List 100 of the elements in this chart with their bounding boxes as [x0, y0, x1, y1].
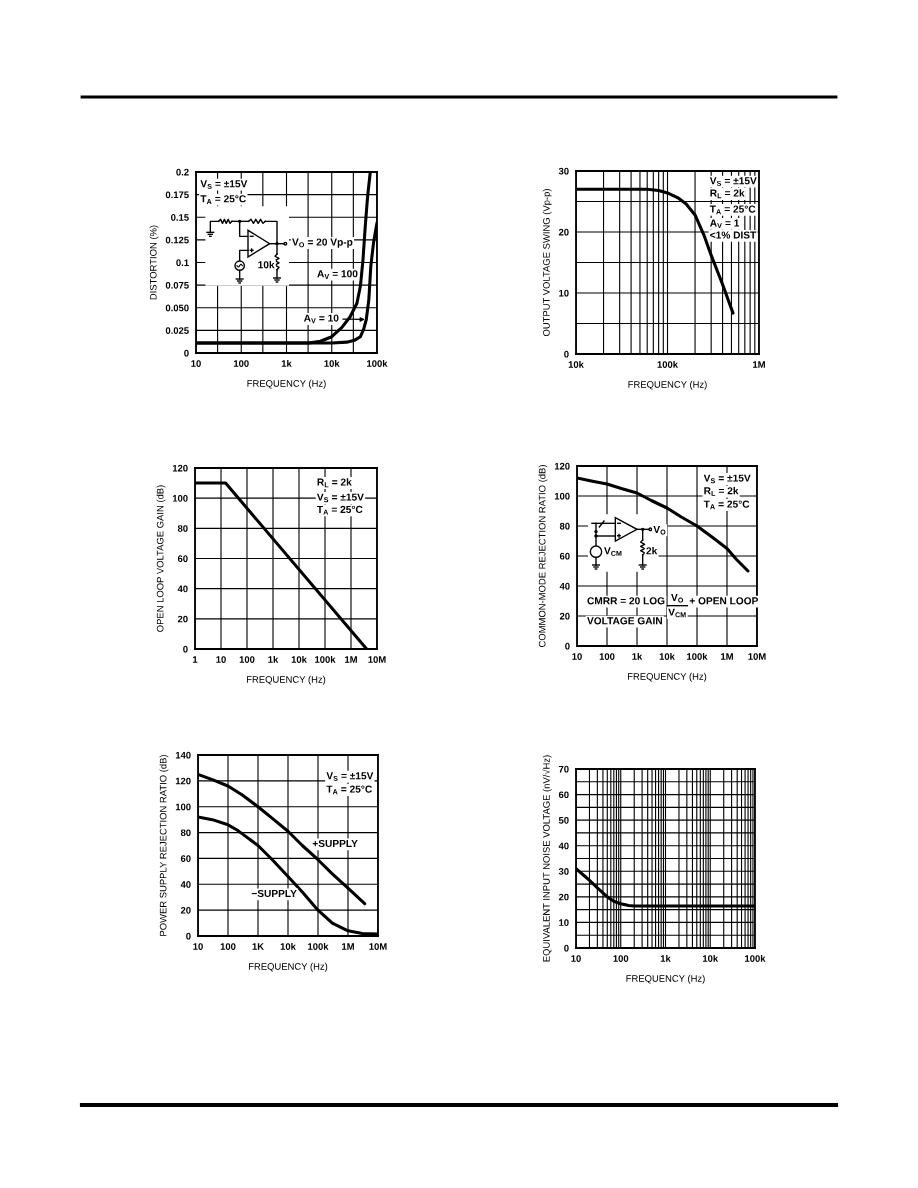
x-tick-label: 10M: [748, 653, 766, 660]
y-tick-label: 20: [177, 615, 188, 623]
y-tick-label: 80: [180, 829, 191, 837]
annotation: V$_{O}$ = 20 Vp-p: [292, 238, 353, 248]
y-tick-label: 120: [554, 462, 570, 470]
y-tick-label: 0: [564, 944, 569, 952]
x-tick-label: 10k: [568, 360, 584, 368]
x-tick-label: 10k: [659, 652, 675, 660]
annotation: <1% DIST: [710, 231, 757, 239]
x-axis-title: FREQUENCY (Hz): [246, 675, 326, 685]
y-tick-label: 0.15: [171, 214, 189, 221]
y-tick-label: 0.050: [165, 304, 189, 312]
x-tick-label: 10: [572, 653, 582, 660]
annotation: VOLTAGE GAIN: [587, 617, 662, 625]
x-tick-label: 100: [613, 955, 629, 962]
annotation: R$_{L}$ = 2k: [710, 189, 745, 199]
annotation: T$_{A}$ = 25°C: [709, 205, 756, 215]
annotation: V$_{CM}$: [604, 547, 622, 556]
series-label: +SUPPLY: [312, 839, 358, 848]
x-tick-label: 100k: [687, 652, 708, 660]
x-tick-label: 10: [193, 943, 203, 950]
annotation: R$_{L}$ = 2k: [317, 478, 352, 488]
y-tick-label: 120: [175, 777, 191, 785]
annotation: V$_{S}$ = ±15V: [703, 474, 751, 484]
x-tick-label: 10: [571, 955, 581, 962]
x-axis-title: FREQUENCY (Hz): [628, 380, 707, 390]
x-tick-label: 10: [216, 656, 226, 663]
y-tick-label: 0: [565, 642, 570, 650]
x-tick-label: 1M: [753, 361, 765, 368]
y-tick-label: 80: [177, 525, 188, 532]
y-tick-label: 100: [554, 492, 570, 500]
y-tick-label: 30: [558, 167, 569, 175]
x-tick-label: 100: [599, 653, 615, 660]
x-tick-label: 10k: [280, 942, 296, 950]
x-tick-label: 1k: [660, 954, 671, 962]
y-tick-label: 120: [172, 464, 188, 472]
y-tick-label: 10: [559, 919, 569, 926]
annotation: T$_{A}$ = 25°C: [703, 500, 750, 510]
x-tick-label: 10k: [291, 655, 307, 663]
y-tick-label: 0.125: [165, 236, 189, 244]
x-tick-label: 1M: [342, 943, 354, 950]
x-tick-label: 10k: [324, 359, 340, 367]
x-tick-label: 1K: [252, 943, 264, 950]
y-tick-label: 0: [184, 349, 189, 357]
x-axis-title: FREQUENCY (Hz): [248, 962, 328, 972]
y-tick-label: 0.075: [165, 281, 189, 289]
y-tick-label: 100: [175, 803, 191, 811]
annotation: CMRR = 20 LOG: [587, 597, 665, 605]
y-tick-label: 40: [180, 881, 191, 888]
y-axis-title: COMMON-MODE REJECTION RATIO (dB): [538, 465, 548, 647]
y-tick-label: 0.025: [165, 327, 189, 334]
y-tick-label: 20: [558, 228, 569, 236]
y-tick-label: 0: [564, 350, 569, 358]
x-tick-label: 100k: [745, 954, 766, 962]
y-tick-label: 60: [558, 791, 569, 799]
y-axis-title: POWER SUPPLY REJECTION RATIO (dB): [159, 755, 169, 936]
legend-label: A$_{V}$ = 10: [303, 314, 339, 324]
x-tick-label: 100k: [657, 360, 679, 368]
y-axis-title: DISTORTION (%): [149, 225, 159, 300]
x-tick-label: 10: [191, 360, 201, 367]
series-label: A$_{V}$ = 100: [317, 270, 358, 279]
annotation: T$_{A}$ = 25°C: [326, 785, 372, 795]
x-tick-label: 100: [233, 360, 249, 367]
y-tick-label: 0.175: [165, 191, 189, 199]
y-tick-label: 100: [172, 494, 188, 502]
y-axis-title: EQUIVALENT INPUT NOISE VOLTAGE (nV/√Hz): [542, 755, 552, 962]
x-tick-label: 10M: [369, 943, 387, 950]
annotation: V$_{S}$ = ±15V: [709, 177, 757, 186]
y-tick-label: 0: [186, 932, 191, 940]
y-tick-label: 80: [559, 522, 570, 530]
x-tick-label: 1k: [281, 359, 292, 367]
annotation: V$_{CM}$: [668, 608, 686, 618]
annotation: + OPEN LOOP: [689, 597, 758, 605]
y-tick-label: 0.2: [176, 168, 189, 176]
annotation: T$_{A}$ = 25°C: [317, 505, 363, 515]
y-tick-label: 10: [559, 289, 569, 297]
x-tick-label: 10M: [368, 656, 386, 663]
x-tick-label: 100k: [308, 942, 329, 950]
x-tick-label: 1k: [632, 652, 643, 660]
y-tick-label: 40: [177, 585, 188, 593]
y-tick-label: 60: [559, 552, 570, 560]
annotation: V$_{S}$ = ±15V: [326, 772, 374, 781]
annotation: A$_{V}$ = 1: [710, 219, 740, 229]
y-tick-label: 20: [559, 612, 570, 620]
x-tick-label: 1M: [721, 653, 733, 660]
annotation: V$_{S}$ = ±15V: [200, 180, 248, 189]
y-tick-label: 0: [183, 645, 188, 653]
y-tick-label: 20: [180, 906, 191, 914]
x-tick-label: 1k: [268, 655, 279, 663]
x-tick-label: 10k: [702, 954, 719, 962]
y-tick-label: 70: [558, 765, 569, 773]
annotation: 2k: [646, 546, 658, 555]
annotation: T$_{A}$ = 25°C: [200, 195, 246, 204]
x-tick-label: 100: [239, 656, 255, 663]
annotation: V$_{O}$: [653, 525, 666, 535]
y-tick-label: 40: [559, 582, 570, 590]
y-tick-label: 40: [558, 842, 569, 850]
x-axis-title: FREQUENCY (Hz): [247, 379, 326, 389]
y-tick-label: 140: [175, 751, 191, 759]
x-axis-title: FREQUENCY (Hz): [627, 672, 707, 682]
